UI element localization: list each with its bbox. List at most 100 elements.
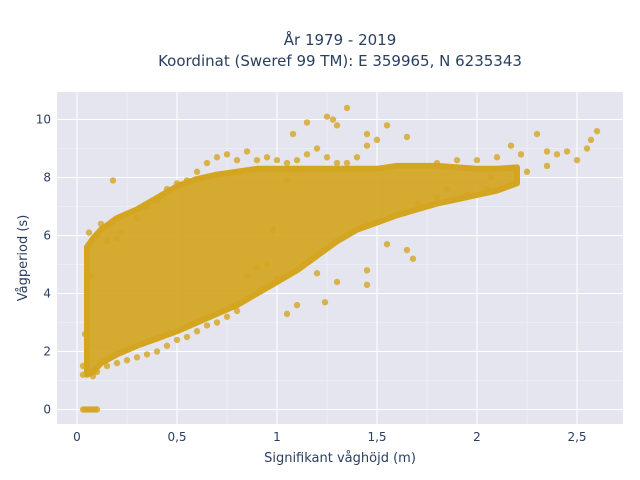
data-point <box>153 197 161 204</box>
data-point <box>243 148 251 155</box>
data-point <box>93 232 101 239</box>
data-point <box>123 357 131 364</box>
data-point <box>353 154 361 161</box>
data-point <box>593 127 601 135</box>
y-tick-label: 4 <box>43 287 51 301</box>
data-point <box>223 151 231 158</box>
x-axis-title: Signifikant våghöjd (m) <box>264 451 416 466</box>
data-point <box>81 330 89 338</box>
data-point <box>163 185 171 193</box>
data-point <box>193 328 201 335</box>
data-point <box>433 194 441 202</box>
data-point <box>313 145 321 152</box>
x-tick-label: 0 <box>73 430 81 444</box>
data-point <box>113 359 121 367</box>
data-point <box>153 348 161 355</box>
data-point <box>183 177 191 184</box>
data-point <box>89 372 97 380</box>
data-point <box>253 156 261 164</box>
data-point <box>253 264 261 271</box>
data-point <box>293 301 301 309</box>
data-point <box>113 235 121 242</box>
x-tick-label: 1 <box>273 430 281 444</box>
data-point <box>343 104 351 112</box>
data-point <box>413 200 421 207</box>
data-point <box>79 362 87 370</box>
data-point <box>483 185 491 193</box>
data-point <box>79 371 87 378</box>
data-point <box>103 238 111 245</box>
data-point <box>403 246 411 254</box>
data-point <box>409 255 417 262</box>
data-point <box>133 354 141 361</box>
data-point <box>507 142 515 149</box>
data-point <box>453 156 461 164</box>
data-point <box>213 319 221 326</box>
data-point <box>293 165 301 173</box>
x-tick-label: 0,5 <box>167 430 186 444</box>
data-point <box>363 281 371 289</box>
data-point <box>321 299 329 306</box>
data-point <box>283 177 291 184</box>
data-point <box>333 278 341 286</box>
data-point <box>583 145 591 152</box>
data-point <box>85 229 93 236</box>
data-point <box>133 214 141 222</box>
data-point <box>363 130 371 138</box>
data-point <box>289 130 297 138</box>
y-tick-label: 0 <box>43 403 51 417</box>
data-point <box>433 159 441 167</box>
data-point <box>323 113 331 120</box>
data-point <box>329 116 337 123</box>
data-point <box>193 168 201 175</box>
scatter-density-region <box>84 162 520 378</box>
data-point <box>333 122 341 129</box>
data-point <box>513 174 521 181</box>
data-point <box>117 229 125 236</box>
x-tick-label: 1,5 <box>367 430 386 444</box>
data-point <box>487 174 495 181</box>
data-point <box>587 136 595 144</box>
data-point <box>373 136 381 144</box>
data-point <box>533 130 541 138</box>
data-point <box>283 159 291 167</box>
data-point <box>293 156 301 164</box>
y-tick-label: 10 <box>36 113 51 127</box>
data-point <box>543 148 551 155</box>
data-point <box>443 185 451 193</box>
data-point <box>143 203 151 210</box>
y-tick-label: 6 <box>43 229 51 243</box>
chart-title-line2: Koordinat (Sweref 99 TM): E 359965, N 62… <box>158 52 522 70</box>
data-point <box>553 151 561 158</box>
data-point <box>233 156 241 164</box>
data-point <box>303 119 311 126</box>
data-point <box>463 191 471 199</box>
data-point <box>143 351 151 358</box>
data-point <box>273 156 281 164</box>
data-point <box>473 156 481 164</box>
data-point <box>333 159 341 167</box>
data-point <box>183 333 191 341</box>
data-point <box>383 241 391 248</box>
data-point <box>269 226 277 233</box>
data-point <box>93 368 101 376</box>
y-tick-label: 2 <box>43 345 51 359</box>
data-point <box>203 322 211 329</box>
data-point <box>243 272 251 280</box>
x-tick-label: 2 <box>473 430 481 444</box>
data-point <box>109 177 117 184</box>
data-point <box>83 249 91 257</box>
data-point <box>493 154 501 161</box>
data-point <box>173 336 181 344</box>
data-point <box>303 151 311 158</box>
data-point <box>363 267 371 274</box>
data-point <box>103 362 111 370</box>
data-point <box>263 261 271 268</box>
data-point <box>403 133 411 141</box>
data-point <box>273 275 281 283</box>
data-point <box>203 159 211 167</box>
data-point <box>543 162 551 170</box>
data-point <box>313 270 321 277</box>
data-point <box>173 180 181 187</box>
